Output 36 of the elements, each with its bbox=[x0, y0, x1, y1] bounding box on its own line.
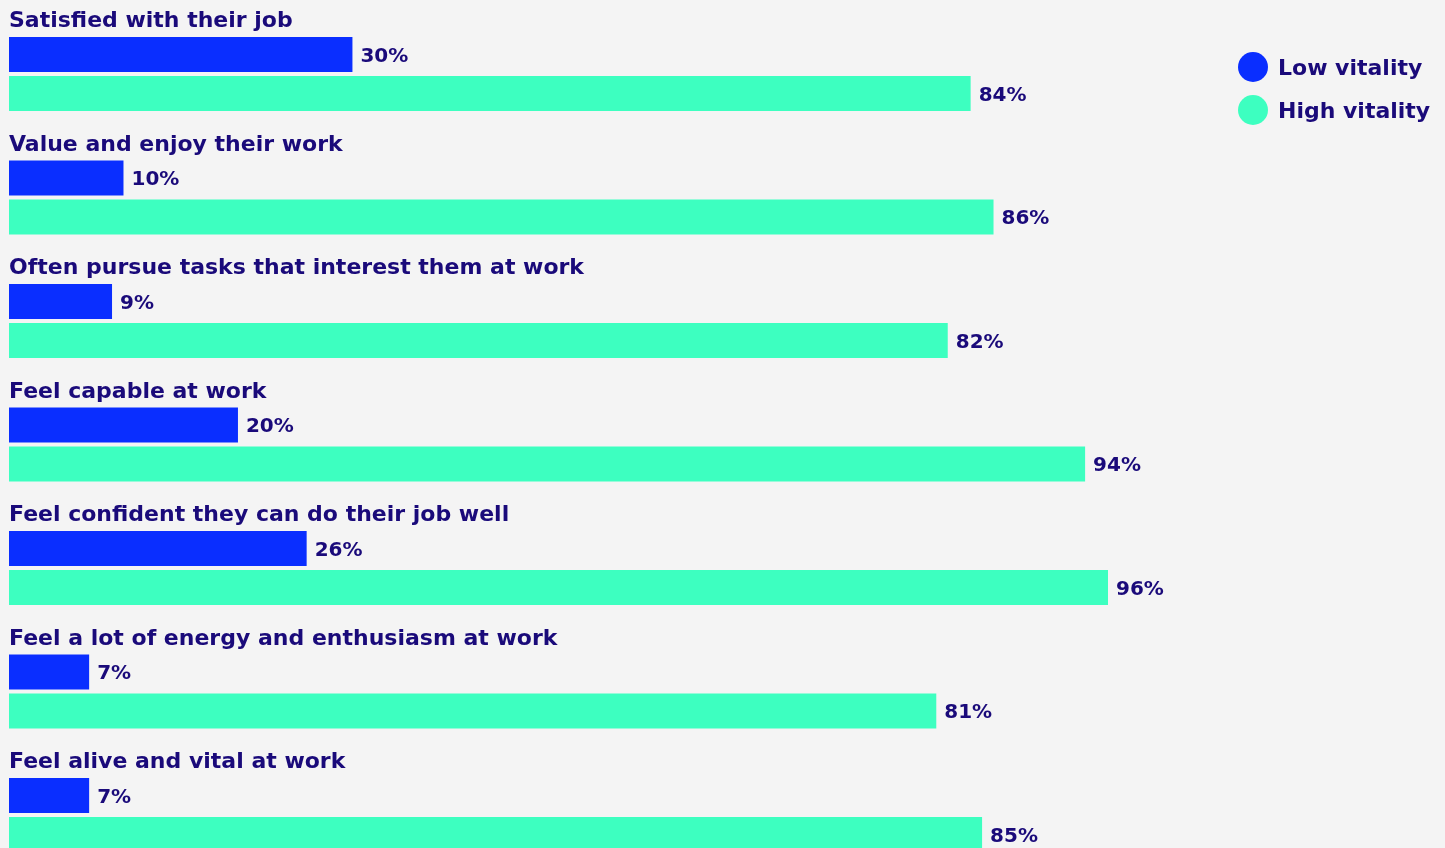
data-label: 81% bbox=[944, 699, 993, 723]
y-tick-label: Feel a lot of energy and enthusiasm at work bbox=[9, 624, 559, 650]
data-label: 7% bbox=[97, 783, 132, 808]
data-label: 20% bbox=[245, 413, 294, 437]
data-label: 94% bbox=[1093, 452, 1141, 476]
bar bbox=[9, 323, 948, 358]
bar bbox=[9, 446, 1086, 482]
bar bbox=[9, 654, 90, 690]
bar bbox=[9, 778, 90, 813]
y-tick-label: Feel capable at work bbox=[9, 377, 268, 403]
data-label: 30% bbox=[360, 42, 409, 67]
data-label: 10% bbox=[131, 166, 180, 190]
data-label: 7% bbox=[97, 660, 132, 684]
legend-label: High vitality bbox=[1278, 97, 1431, 123]
bar bbox=[9, 76, 971, 111]
data-label: 85% bbox=[990, 822, 1038, 847]
y-tick-label: Value and enjoy their work bbox=[9, 130, 345, 156]
bar bbox=[9, 37, 353, 72]
data-label: 9% bbox=[120, 289, 154, 314]
bar bbox=[9, 284, 113, 319]
y-tick-label: Satisfied with their job bbox=[9, 7, 293, 32]
bar bbox=[9, 199, 994, 235]
data-label: 82% bbox=[955, 328, 1004, 353]
y-tick-label: Often pursue tasks that interest them at work bbox=[9, 254, 586, 279]
data-label: 84% bbox=[978, 81, 1027, 106]
y-tick-label: Feel alive and vital at work bbox=[9, 748, 347, 773]
bar bbox=[9, 570, 1108, 605]
bar bbox=[9, 531, 307, 566]
bar bbox=[9, 160, 124, 196]
data-label: 26% bbox=[314, 536, 363, 561]
y-tick-label: Feel confident they can do their job well bbox=[9, 501, 510, 526]
data-label: 96% bbox=[1116, 575, 1164, 600]
data-label: 86% bbox=[1001, 205, 1050, 229]
legend-label: Low vitality bbox=[1278, 54, 1423, 80]
bar bbox=[9, 693, 937, 729]
bar bbox=[9, 407, 238, 443]
